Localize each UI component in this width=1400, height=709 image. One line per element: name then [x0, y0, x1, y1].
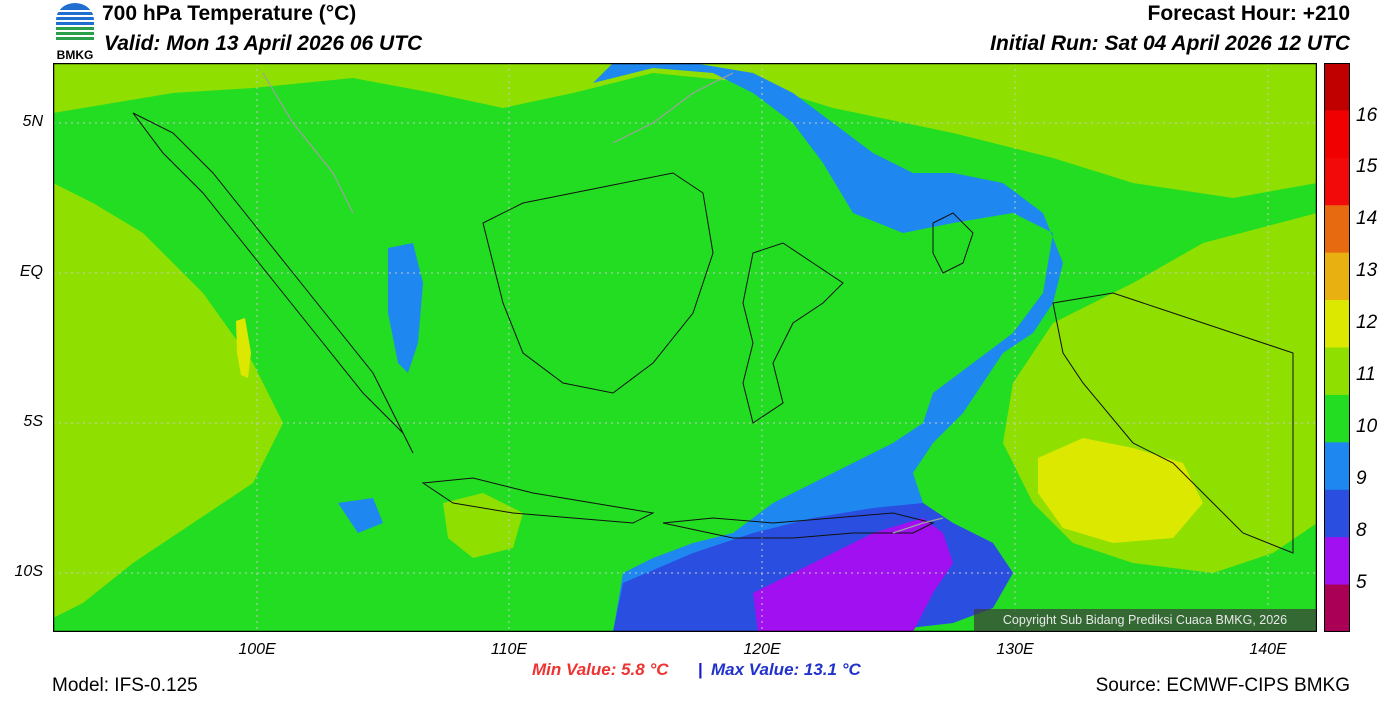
bmkg-logo: BMKG: [52, 2, 98, 62]
colorbar-segment: [1324, 442, 1350, 491]
sumatra-outline: [132, 112, 414, 454]
sulawesi-outline: [742, 242, 844, 424]
colorbar-segment: [1324, 157, 1350, 206]
yellow-west: [236, 318, 251, 378]
colorbar-label-12: 12: [1356, 312, 1378, 333]
colorbar-segment: [1324, 252, 1350, 301]
colorbar: [1324, 63, 1350, 632]
chart-title: 700 hPa Temperature (°C): [102, 2, 357, 25]
colorbar-label-14: 14: [1356, 208, 1378, 229]
lat-label-eq: EQ: [19, 263, 43, 280]
colorbar-segment: [1324, 300, 1350, 348]
max-value: Max Value: 13.1 °C: [711, 660, 861, 679]
blue-central: [593, 63, 1063, 632]
value-separator: |: [698, 660, 703, 679]
colorbar-segment: [1324, 584, 1350, 632]
colorbar-label-10: 10: [1356, 416, 1378, 437]
colorbar-segment: [1324, 347, 1350, 396]
colorbar-segment: [1324, 205, 1350, 254]
colorbar-segment: [1324, 394, 1350, 443]
nusa-tenggara-outline: [662, 512, 935, 539]
logo-text: BMKG: [57, 48, 94, 62]
lon-label-100e: 100E: [238, 641, 276, 658]
colorbar-segment: [1324, 110, 1350, 159]
coastlines: [132, 112, 1294, 554]
colorbar-segment: [1324, 63, 1350, 111]
colorbar-label-13: 13: [1356, 260, 1378, 281]
yellow-east: [1038, 438, 1203, 543]
colorbar-label-16: 16: [1356, 105, 1378, 126]
colorbar-frame: [1324, 63, 1350, 632]
colorbar-label-11: 11: [1356, 364, 1376, 385]
valid-time: Valid: Mon 13 April 2026 06 UTC: [104, 32, 423, 55]
colorbar-segment: [1324, 489, 1350, 538]
model-label: Model: IFS-0.125: [52, 675, 198, 696]
lon-label-130e: 130E: [996, 641, 1034, 658]
colorbar-label-5: 5: [1356, 572, 1367, 593]
lat-label-5s: 5S: [23, 413, 43, 430]
borneo-outline: [482, 172, 714, 394]
java-outline: [421, 477, 655, 524]
source-label: Source: ECMWF-CIPS BMKG: [1095, 675, 1350, 696]
light-green-south: [443, 493, 523, 558]
maluku-outline: [932, 212, 974, 274]
violet-south: [753, 518, 953, 632]
map-frame: [53, 63, 1317, 632]
colorbar-label-15: 15: [1356, 156, 1378, 177]
min-value: Min Value: 5.8 °C: [532, 660, 669, 679]
colorbar-label-9: 9: [1356, 468, 1367, 489]
initial-run: Initial Run: Sat 04 April 2026 12 UTC: [990, 32, 1350, 55]
lat-label-10s: 10S: [14, 563, 43, 580]
borders: [262, 72, 944, 534]
lon-label-140e: 140E: [1249, 641, 1287, 658]
light-green-north: [53, 63, 1317, 198]
lon-label-120e: 120E: [743, 641, 781, 658]
copyright-overlay: Copyright Sub Bidang Prediksi Cuaca BMKG…: [974, 609, 1316, 631]
colorbar-segment: [1324, 537, 1350, 586]
lon-label-110e: 110E: [490, 641, 528, 658]
colorbar-label-8: 8: [1356, 520, 1367, 541]
lat-label-5n: 5N: [22, 113, 43, 130]
forecast-hour: Forecast Hour: +210: [1147, 2, 1351, 25]
blue-sumatra: [388, 243, 423, 373]
temperature-map: [53, 63, 1317, 632]
papua-outline: [1052, 292, 1294, 554]
blue-patch: [338, 498, 383, 533]
map-grid: [53, 63, 1317, 632]
light-green-west: [53, 183, 283, 618]
